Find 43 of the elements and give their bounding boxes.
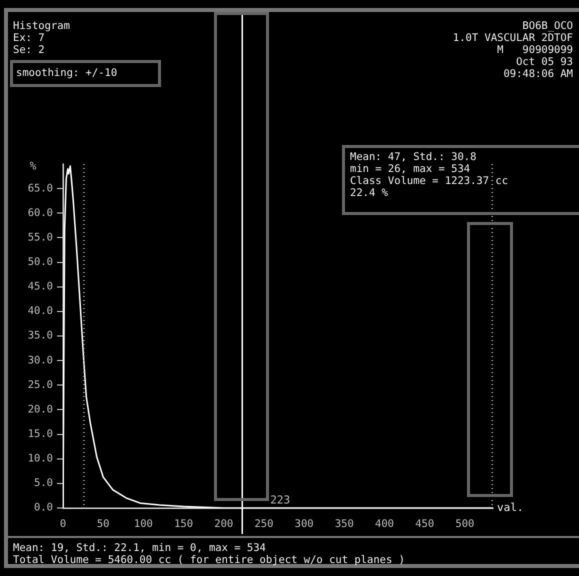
text: Se: 2 [13, 44, 45, 56]
annotation: Class Volume = 1223.37 cc [350, 175, 508, 187]
text: Oct 05 93 [516, 56, 573, 68]
x-tick-label: 400 [375, 518, 394, 530]
text: M 90909099 [497, 44, 573, 56]
y-tick-label: 50.0 [28, 256, 53, 268]
y-tick-label: 5.0 [34, 477, 53, 490]
annotation: min = 26, max = 534 [350, 163, 470, 175]
y-tick-label: 65.0 [28, 182, 53, 194]
y-tick-label: 55.0 [28, 231, 53, 244]
text: Mean: 19, Std.: 22.1, min = 0, max = 534 [13, 542, 266, 554]
annotation: 22.4 % [350, 187, 388, 199]
y-tick-label: 40.0 [28, 305, 53, 318]
y-tick-label: 25.0 [28, 378, 53, 391]
y-tick-label: 30.0 [28, 354, 53, 366]
ref-line-label: 223 [270, 493, 290, 506]
x-tick-label: 50 [96, 518, 110, 530]
x-tick-label: 350 [334, 518, 354, 530]
x-tick-label: 300 [294, 518, 314, 530]
text: Mean: 47, Std.: 30.8 [350, 151, 476, 163]
y-tick-label: 60.0 [28, 206, 53, 219]
text: Total Volume = 5460.00 cc ( for entire object w/o cut planes ) [13, 554, 405, 566]
text: BO6B_OCO [522, 20, 573, 32]
y-axis-title: % [30, 159, 37, 172]
x-tick-label: 150 [174, 518, 194, 530]
text: 1.0T VASCULAR 2DTOF [452, 32, 573, 44]
y-tick-label: 20.0 [28, 403, 53, 416]
text: smoothing: +/-10 [16, 67, 118, 79]
x-tick-label: 250 [254, 518, 274, 530]
x-tick-label: 100 [134, 518, 153, 530]
y-tick-label: 0.0 [34, 502, 53, 514]
text: Ex: 7 [13, 32, 45, 44]
x-axis-title: val. [497, 500, 524, 514]
y-tick-label: 35.0 [28, 330, 53, 342]
y-tick-label: 10.0 [28, 452, 53, 465]
x-tick-label: 500 [455, 518, 474, 530]
y-tick-label: 15.0 [28, 428, 53, 440]
x-tick-label: 200 [214, 518, 234, 530]
x-tick-label: 450 [415, 518, 434, 530]
text: 09:48:06 AM [503, 68, 573, 80]
chart-title: Histogram [13, 20, 70, 32]
y-tick-label: 45.0 [28, 280, 53, 293]
x-tick-label: 0 [60, 518, 66, 530]
